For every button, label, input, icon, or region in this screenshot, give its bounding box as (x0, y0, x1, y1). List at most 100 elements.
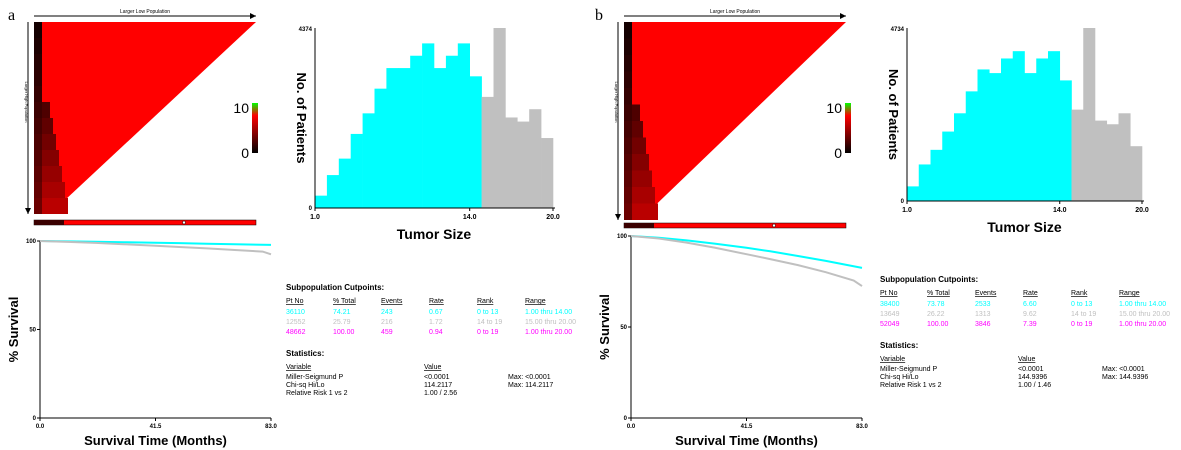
panel-b-histogram-xlabel: Tumor Size (987, 219, 1062, 235)
panel-b-legend-bar (845, 103, 851, 153)
panel-a-cutpoints-header: Pt No (286, 298, 304, 305)
panel-b-cutpoints-header: Events (975, 290, 997, 297)
panel-a-left-arrow-head (25, 208, 31, 214)
panel-a-histogram-bar (457, 43, 470, 208)
panel-b-survival-y-tick-label: 100 (617, 234, 628, 240)
panel-b-top-arrow-head (840, 13, 846, 19)
panel-b-histogram-bar (1036, 58, 1049, 202)
panel-a-histogram-y-tick-label: 4374 (299, 27, 313, 33)
panel-b-histogram-bar (977, 69, 990, 201)
panel-a-heatmap-cell (34, 150, 42, 166)
panel-b-cutpoints-cell: 52049 (880, 321, 900, 328)
panel-b-cutpoints-cell: 7.39 (1023, 321, 1037, 328)
panel-b-statistics-max: Max: 144.9396 (1102, 374, 1148, 381)
panel-b-heatmap-left-label: Larger High Population (614, 82, 619, 123)
panel-b-letter: b (595, 7, 603, 24)
panel-b-histogram-bar (1012, 51, 1025, 201)
panel-a-histogram-bar (350, 133, 363, 208)
panel-b-survival-x-tick-label: 83.0 (856, 424, 868, 430)
panel-b-heatmap-top-label: Larger Low Population (710, 9, 760, 15)
panel-a-histogram-x-tick-label: 14.0 (463, 214, 477, 221)
panel-a-heatmap-cell (34, 118, 42, 134)
panel-a-legend-min: 0 (241, 145, 249, 161)
panel-a-histogram-bar (541, 138, 554, 208)
panel-b-cutpoints-cell: 100.00 (927, 321, 949, 328)
panel-b-histogram-bar (989, 73, 1002, 201)
panel-a-cutpoints-cell: 14 to 19 (477, 319, 502, 326)
panel-a-cutpoints-header: Events (381, 298, 403, 305)
panel-a-histogram-bar (362, 113, 375, 208)
panel-b-legend-max: 10 (826, 100, 842, 116)
panel-b-heatmap-cell (624, 170, 632, 187)
panel-b-heatmap-cell (632, 170, 652, 187)
panel-a-statistics-value: 114.2117 (424, 382, 452, 389)
panel-a-legend-bar (252, 103, 258, 153)
panel-b-heatmap-cell (624, 38, 632, 55)
panel-a-heatmap-cell (42, 198, 68, 214)
panel-b-cutpoints-cell: 13649 (880, 311, 900, 318)
panel-a-heatmap-cell (34, 182, 42, 198)
panel-b-histogram-bar (1059, 80, 1072, 201)
panel-a-statistics-max: Max: 114.2117 (508, 382, 553, 389)
panel-a-statistics-value: 1.00 / 2.56 (424, 390, 457, 397)
panel-b-heatmap-cell (624, 104, 632, 121)
panel-b-cutpoints-title: Subpopulation Cutpoints: (880, 275, 978, 284)
panel-b-histogram-bar (1024, 73, 1037, 201)
panel-a-survival-y-tick-label: 100 (26, 239, 37, 245)
panel-b-heatmap-cell (624, 121, 632, 138)
panel-a-histogram-bar (469, 76, 482, 208)
panel-a-cutpoints-cell: 0.94 (429, 329, 443, 336)
panel-a-statistics-value: <0.0001 (424, 374, 450, 381)
panel-b-histogram-bar (930, 149, 943, 201)
panel-b-cutpoints-cell: 1313 (975, 311, 991, 318)
panel-b-histogram-y-tick-label: 0 (901, 199, 905, 205)
panel-a-heatmap-cell (42, 118, 53, 134)
panel-b-cutpoints-header: Range (1119, 290, 1140, 297)
panel-b-cutpoints-cell: 9.62 (1023, 311, 1037, 318)
panel-b-survival-y-tick-label: 0 (624, 416, 628, 422)
panel-a-cutpoints-header: Rate (429, 298, 444, 305)
panel-a-histogram-y-tick-label: 0 (309, 206, 313, 212)
panel-b-heatmap-strip-marker (772, 223, 776, 228)
panel-a-cutpoints-header: Range (525, 298, 546, 305)
panel-b-histogram-y-tick-label: 4734 (891, 27, 905, 33)
panel-b-histogram-ylabel: No. of Patients (886, 69, 901, 160)
panel-a-heatmap-empty-triangle (50, 22, 256, 214)
panel-a-heatmap-cell (34, 166, 42, 182)
panel-a-histogram-bar (493, 28, 506, 208)
panel-a-heatmap-cell (34, 38, 42, 54)
panel-a-survival-y-tick-label: 50 (29, 328, 36, 334)
panel-b-survival-x-tick-label: 41.5 (741, 424, 753, 430)
panel-a-histogram-xlabel: Tumor Size (397, 226, 472, 242)
panel-a-cutpoints-cell: 216 (381, 319, 393, 326)
panel-b-statistics-header-value: Value (1018, 356, 1035, 363)
panel-a-cutpoints-cell: 243 (381, 309, 393, 316)
panel-a-statistics-max: Max: <0.0001 (508, 374, 551, 381)
panel-b-cutpoints-cell: 3846 (975, 321, 991, 328)
panel-a-heatmap-cell (34, 54, 42, 70)
panel-b-statistics-value: <0.0001 (1018, 366, 1044, 373)
panel-b-heatmap-cell (624, 71, 632, 88)
panel-b-heatmap-strip-dark (624, 223, 654, 228)
panel-b-legend-min: 0 (834, 145, 842, 161)
panel-b-survival-xlabel: Survival Time (Months) (675, 433, 818, 448)
panel-a-histogram-bar (386, 68, 399, 208)
panel-a-statistics-title: Statistics: (286, 349, 324, 358)
panel-b-histogram-bar (918, 164, 931, 201)
panel-a-cutpoints-cell: 36110 (286, 309, 305, 316)
panel-a-survival-x-tick-label: 83.0 (265, 424, 277, 430)
panel-b-histogram-bar (1095, 120, 1108, 201)
panel-b-cutpoints-header: Rank (1071, 290, 1088, 297)
panel-b-cutpoints-header: Rate (1023, 290, 1038, 297)
panel-b-statistics-variable: Miller-Seigmund P (880, 366, 938, 373)
panel-a-histogram-bar (505, 117, 518, 208)
panel-b-histogram-bar (1048, 51, 1061, 201)
panel-b-cutpoints-cell: 1.00 thru 20.00 (1119, 321, 1166, 328)
panel-a-heatmap-left-label: Larger High Population (24, 82, 29, 123)
panel-b-cutpoints-cell: 38400 (880, 301, 900, 308)
panel-a-cutpoints-cell: 15.00 thru 20.00 (525, 319, 576, 326)
panel-a-cutpoints-cell: 100.00 (333, 329, 355, 336)
panel-a-cutpoints-cell: 0 to 13 (477, 309, 499, 316)
panel-a-histogram-x-tick-label: 1.0 (310, 214, 320, 221)
